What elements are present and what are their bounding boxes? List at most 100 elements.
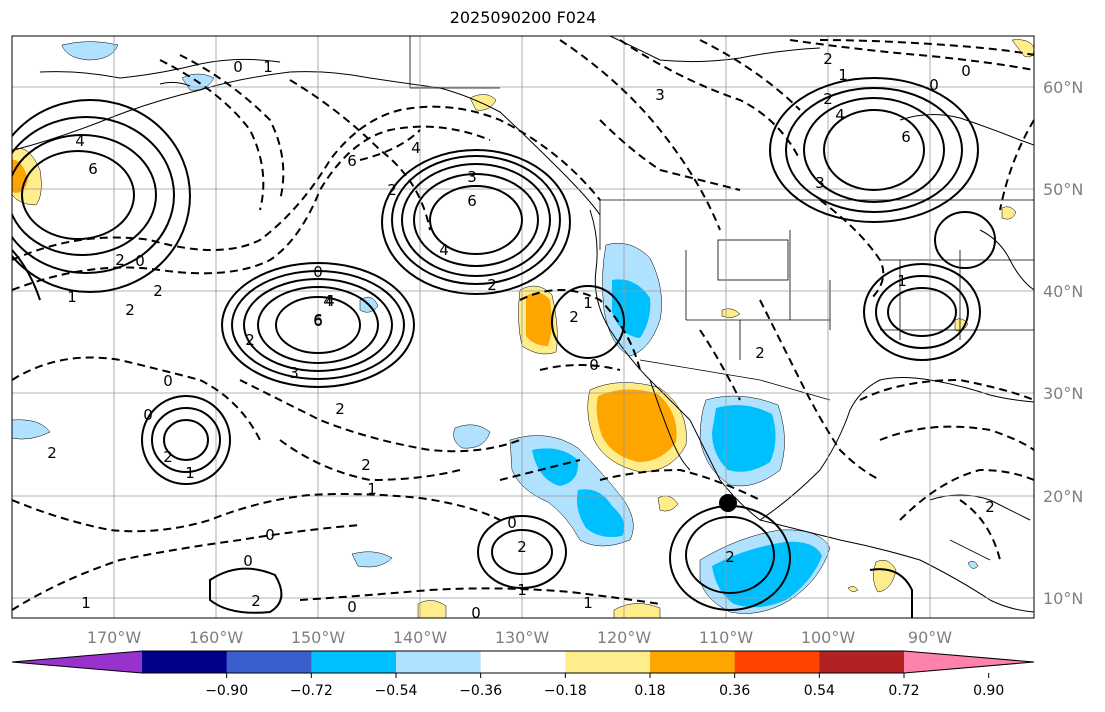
contour-label: 2 — [517, 538, 527, 556]
lat-label: 20°N — [1043, 487, 1083, 506]
contour-label: 3 — [815, 174, 825, 192]
positive-anomaly-region — [1001, 206, 1017, 220]
contour-label: 2 — [47, 444, 57, 462]
solid-contours — [12, 77, 996, 618]
contour-label: 1 — [185, 464, 195, 482]
colorbar-tick-label: 0.54 — [804, 683, 835, 699]
latitude-axis: 60°N 50°N 40°N 30°N 20°N 10°N — [1043, 78, 1083, 608]
contour-label: 0 — [589, 356, 599, 374]
lat-label: 50°N — [1043, 180, 1083, 199]
contour-label: 0 — [233, 58, 243, 76]
location-marker — [719, 494, 737, 512]
contour-label: 2 — [115, 251, 125, 269]
lat-label: 10°N — [1043, 589, 1083, 608]
positive-anomaly-region — [613, 603, 661, 618]
contour-label: 3 — [655, 86, 665, 104]
contour-label: 0 — [471, 604, 481, 622]
colorbar-tick-label: −0.72 — [290, 683, 333, 699]
positive-anomaly-region — [954, 318, 969, 332]
colorbar: −0.90 −0.72 −0.54 −0.36 −0.18 0.18 0.36 0.54 0.7… — [11, 650, 1035, 699]
colorbar-tick-label: 0.36 — [719, 683, 750, 699]
lon-label: 140°W — [393, 628, 448, 647]
contour-label: 0 — [135, 252, 145, 270]
contour-label: 0 — [961, 62, 971, 80]
contour-label: 1 — [517, 581, 527, 599]
contour-label: 4 — [323, 292, 333, 310]
map-frame — [11, 35, 1035, 619]
contour-label: 1 — [583, 294, 593, 312]
lon-label: 170°W — [87, 628, 142, 647]
contour-label: 4 — [325, 292, 335, 310]
dashed-contours — [12, 39, 1034, 611]
lat-label: 40°N — [1043, 282, 1083, 301]
contour-label: 2 — [823, 50, 833, 68]
contour-label: 2 — [755, 344, 765, 362]
contour-label: 0 — [265, 526, 275, 544]
contour-label: 3 — [467, 168, 477, 186]
contour-label: 1 — [367, 480, 377, 498]
contour-label: 2 — [153, 282, 163, 300]
map-title: 2025090200 F024 — [449, 8, 597, 27]
coastlines — [13, 36, 1034, 613]
contour-label: 2 — [985, 498, 995, 516]
lon-label: 120°W — [597, 628, 652, 647]
contour-label: 6 — [347, 152, 357, 170]
colorbar-tick-label: 0.18 — [634, 683, 665, 699]
lon-label: 90°W — [908, 628, 952, 647]
contour-label: 0 — [347, 598, 357, 616]
negative-anomaly-region — [577, 489, 625, 537]
lat-label: 30°N — [1043, 384, 1083, 403]
lon-label: 160°W — [189, 628, 244, 647]
colorbar-segment — [650, 651, 736, 673]
colorbar-segment — [142, 651, 228, 673]
contour-labels: 4 6 2 0 1 2 0 1 2 0 3 6 4 2 4 6 2 6 4 2 … — [47, 50, 995, 622]
colorbar-extend-high — [904, 651, 1034, 673]
negative-anomaly-region — [12, 419, 51, 440]
colorbar-segment — [819, 651, 905, 673]
contour-label: 2 — [361, 456, 371, 474]
colorbar-extend-low — [12, 651, 142, 673]
colorbar-segment — [480, 651, 566, 673]
contour-label: 2 — [245, 331, 255, 349]
negative-anomaly-region — [61, 41, 119, 61]
contour-label: 6 — [467, 192, 477, 210]
contour-label: 0 — [243, 552, 253, 570]
negative-anomaly-region — [453, 424, 491, 449]
colorbar-segment — [226, 651, 312, 673]
contour-label: 0 — [143, 406, 153, 424]
negative-anomaly-region — [712, 405, 776, 472]
negative-anomaly-region — [612, 279, 651, 338]
colorbar-tick-label: −0.54 — [375, 683, 418, 699]
contour-label: 6 — [901, 128, 911, 146]
contour-label: 0 — [929, 76, 939, 94]
contour-label: 0 — [313, 263, 323, 281]
colorbar-tick-label: −0.36 — [459, 683, 502, 699]
contour-label: 4 — [835, 106, 845, 124]
contour-label: 1 — [897, 272, 907, 290]
positive-anomaly-region — [526, 292, 552, 346]
longitude-axis: 170°W 160°W 150°W 140°W 130°W 120°W 110°… — [87, 628, 952, 647]
lon-label: 100°W — [801, 628, 856, 647]
contour-label: 1 — [67, 288, 77, 306]
colorbar-tick-label: −0.18 — [544, 683, 587, 699]
contour-label: 2 — [823, 90, 833, 108]
contour-label: 2 — [251, 592, 261, 610]
contour-label: 3 — [289, 364, 299, 382]
lon-label: 130°W — [495, 628, 550, 647]
contour-label: 1 — [583, 594, 593, 612]
contour-label: 6 — [313, 311, 323, 329]
colorbar-segment — [311, 651, 397, 673]
contour-label: 1 — [263, 58, 273, 76]
contour-label: 2 — [725, 548, 735, 566]
contour-label: 6 — [88, 160, 98, 178]
colorbar-tick-label: −0.90 — [205, 683, 248, 699]
political-borders — [409, 36, 1034, 561]
contour-label: 4 — [75, 132, 85, 150]
shaded-anomaly-regions — [12, 39, 1034, 618]
contour-label: 2 — [569, 308, 579, 326]
contour-label: 2 — [487, 276, 497, 294]
colorbar-segment — [565, 651, 651, 673]
lon-label: 150°W — [291, 628, 346, 647]
colorbar-segment — [734, 651, 820, 673]
